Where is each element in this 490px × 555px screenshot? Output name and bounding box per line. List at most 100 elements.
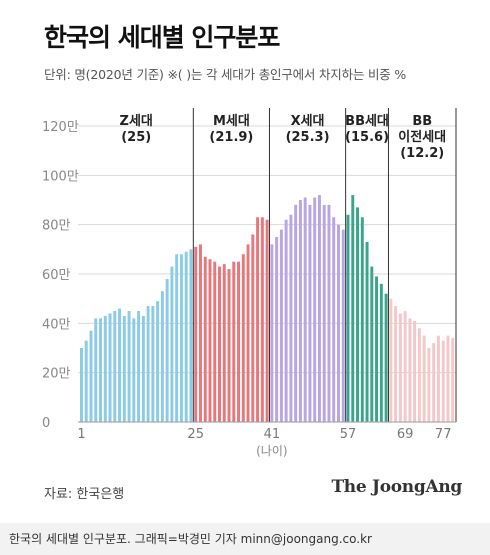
bar — [298, 200, 302, 422]
bar — [260, 217, 264, 422]
bar — [294, 204, 298, 422]
x-tick-label: 1 — [77, 427, 85, 442]
bar — [332, 217, 336, 422]
bar — [213, 261, 217, 422]
bar — [422, 335, 426, 422]
bar — [313, 197, 317, 422]
bar — [413, 320, 417, 422]
bar — [132, 318, 136, 422]
bar — [184, 251, 188, 422]
bar — [394, 306, 398, 422]
bar — [203, 256, 207, 422]
x-tick-label: 25 — [187, 427, 204, 442]
generation-label: BB — [412, 114, 432, 129]
bar — [365, 241, 369, 422]
bar — [108, 313, 112, 422]
y-tick-label: 60만 — [42, 268, 71, 283]
generation-share: (21.9) — [209, 130, 253, 145]
bar — [94, 318, 98, 422]
bar — [303, 197, 307, 422]
photo-caption: 한국의 세대별 인구분포. 그래픽=박경민 기자 minn@joongang.c… — [9, 532, 372, 546]
bar — [232, 261, 236, 422]
bar — [360, 217, 364, 422]
bar — [251, 234, 255, 422]
x-tick-label: 69 — [397, 427, 414, 442]
bar — [141, 315, 145, 422]
bar — [436, 335, 440, 422]
bar — [270, 244, 274, 422]
bar — [446, 335, 450, 422]
bar — [375, 276, 379, 422]
bar — [341, 229, 345, 422]
y-tick-label: 40만 — [42, 317, 71, 332]
bar — [398, 313, 402, 422]
bar — [384, 293, 388, 422]
y-tick-label: 100만 — [42, 169, 79, 184]
bar — [179, 254, 183, 422]
y-tick-label: 20만 — [42, 367, 71, 382]
infographic-card — [0, 0, 490, 523]
bar — [451, 338, 455, 422]
bar — [165, 278, 169, 422]
bar — [441, 340, 445, 422]
y-tick-label: 0 — [42, 416, 50, 431]
source-note: 자료: 한국은행 — [44, 487, 125, 502]
generation-label: Z세대 — [120, 114, 153, 129]
x-axis-label: (나이) — [256, 444, 287, 458]
bar — [322, 204, 326, 422]
generation-label: BB세대 — [345, 114, 389, 129]
bar — [327, 204, 331, 422]
bar — [160, 291, 164, 422]
unit-note: 단위: 명(2020년 기준) ※( )는 각 세대가 총인구에서 차지하는 비… — [44, 67, 407, 82]
caption-bar — [0, 523, 490, 555]
generation-share: (12.2) — [400, 146, 444, 161]
bar — [170, 266, 174, 422]
generation-label: M세대 — [213, 114, 250, 129]
bar — [227, 269, 231, 422]
bar — [194, 246, 198, 422]
bar — [218, 266, 221, 422]
bar — [241, 254, 245, 422]
bar — [118, 308, 122, 422]
bar — [99, 318, 102, 422]
bar — [265, 219, 269, 422]
generation-share: (25.3) — [286, 130, 330, 145]
chart-title: 한국의 세대별 인구분포 — [44, 23, 280, 52]
bar — [337, 224, 340, 422]
bar — [432, 343, 436, 422]
bar — [208, 259, 212, 422]
bar — [308, 204, 312, 422]
publisher-logo: The JoongAng — [331, 477, 462, 497]
bar — [103, 315, 107, 422]
x-tick-label: 77 — [435, 427, 452, 442]
y-tick-label: 120만 — [42, 120, 79, 135]
bar — [89, 330, 93, 422]
bar — [127, 311, 131, 422]
bar — [289, 214, 293, 422]
bar — [427, 348, 431, 422]
population-chart: 0 20만 40만 60만 80만 100만 120만 Z세대(25) M세대(21.9) X세대… — [42, 108, 457, 458]
bar — [389, 298, 393, 422]
bar — [370, 266, 374, 422]
bar — [151, 306, 155, 422]
x-tick-label: 57 — [340, 427, 357, 442]
bar — [256, 217, 260, 422]
bar — [80, 348, 83, 422]
bar — [198, 244, 202, 422]
bar — [122, 315, 126, 422]
bar — [275, 237, 279, 422]
bar — [175, 254, 179, 422]
bar — [189, 249, 193, 422]
bar — [246, 244, 250, 422]
x-tick-label: 41 — [264, 427, 281, 442]
generation-share: (25) — [121, 130, 151, 145]
bar — [137, 311, 141, 422]
bar — [222, 264, 226, 422]
bar — [146, 306, 150, 422]
generation-label: 이전세대 — [398, 129, 446, 145]
bar — [279, 229, 283, 422]
bar — [113, 311, 117, 422]
bar — [237, 261, 241, 422]
bar — [84, 340, 88, 422]
bar — [356, 207, 359, 422]
